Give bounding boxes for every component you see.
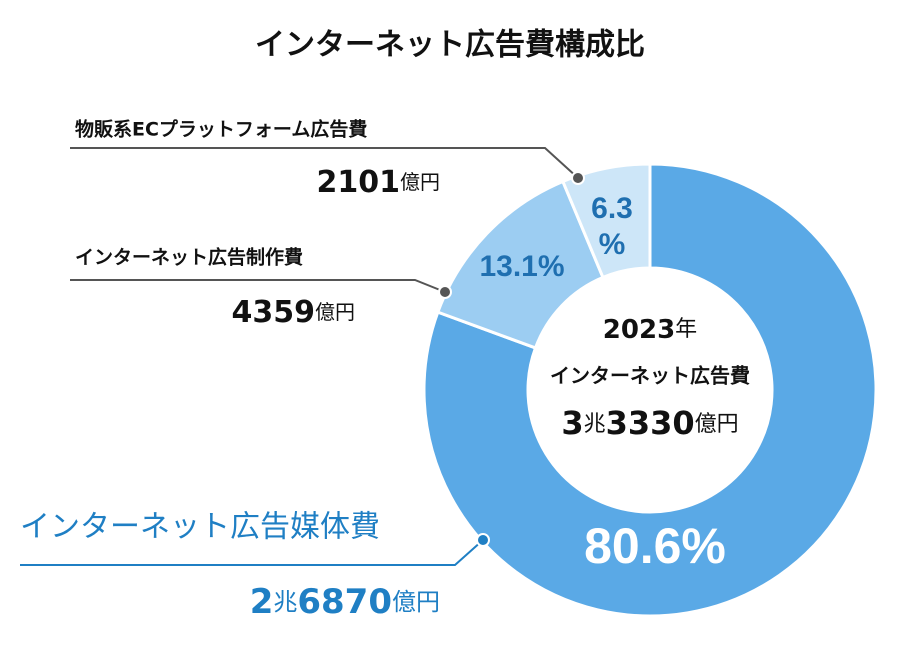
callout-label: インターネット広告制作費 bbox=[75, 246, 303, 269]
slice-label: 13.1% bbox=[479, 250, 564, 283]
center-year: 2023年 bbox=[603, 315, 697, 345]
callout-line bbox=[70, 147, 579, 179]
callout-dot bbox=[571, 171, 585, 185]
chart-title: インターネット広告費構成比 bbox=[255, 28, 645, 63]
slice bbox=[560, 162, 652, 280]
center-total: 3兆3330億円 bbox=[561, 404, 738, 442]
callout-amount: 4359億円 bbox=[232, 295, 356, 330]
callout-amount: 2兆6870億円 bbox=[250, 582, 440, 622]
callout-amount: 2101億円 bbox=[317, 165, 441, 200]
callout-line bbox=[20, 539, 484, 566]
slice-label: 80.6% bbox=[584, 518, 726, 574]
center-label: インターネット広告費 bbox=[550, 364, 750, 388]
callout-label: インターネット広告媒体費 bbox=[20, 510, 380, 545]
slice bbox=[422, 162, 878, 618]
callout-dot bbox=[438, 285, 452, 299]
callout-dot bbox=[476, 533, 490, 547]
callout-line bbox=[70, 279, 446, 293]
slice-label: 6.3% bbox=[591, 192, 633, 261]
callout-label: 物販系ECプラットフォーム広告費 bbox=[75, 118, 367, 141]
